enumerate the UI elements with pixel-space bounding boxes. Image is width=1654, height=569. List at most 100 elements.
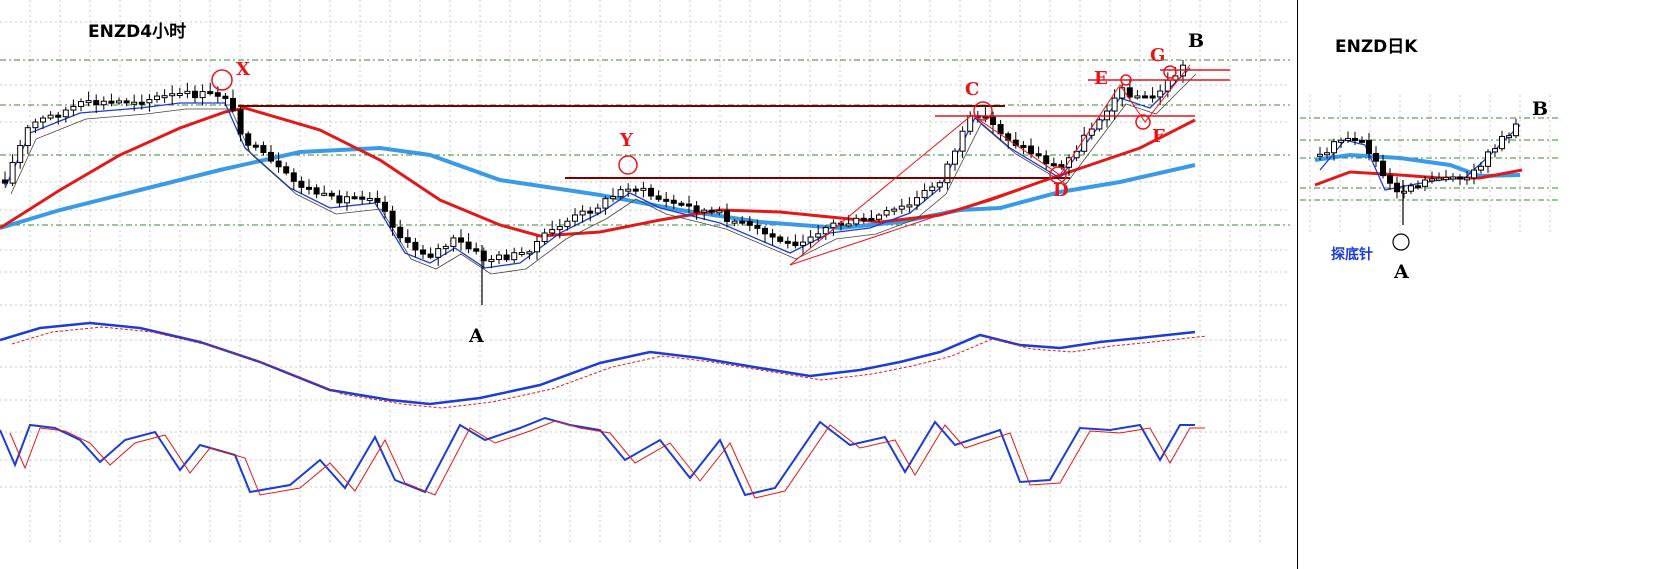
daily-candle-body [1492, 148, 1498, 153]
candle-body [131, 101, 138, 105]
candle-body [1066, 157, 1072, 168]
candle-body [1142, 95, 1148, 99]
macd-panel [0, 321, 1208, 409]
candle-body [853, 217, 860, 225]
candle-body [762, 227, 768, 235]
candle-body [564, 220, 571, 228]
pattern-pivot-circle [1120, 74, 1132, 86]
daily-candle-body [1513, 123, 1519, 137]
candle-body [268, 151, 274, 162]
candle-body [1149, 95, 1156, 99]
candle-body [290, 172, 297, 182]
candle-body [503, 254, 510, 261]
candle-body [55, 114, 62, 118]
pattern-pivot-circle [973, 101, 993, 121]
annotation-probe-bottom: 探底针 [1331, 246, 1373, 263]
ma-fast-line-2 [10, 73, 1197, 275]
candle-body [40, 117, 46, 123]
candle-body [754, 224, 761, 229]
candle-body [458, 237, 464, 243]
candle-body [518, 251, 525, 255]
candle-body [640, 187, 647, 191]
candle-body [594, 207, 601, 214]
candle-body [192, 90, 198, 99]
candle-body [1081, 134, 1088, 152]
daily-candle-body [1408, 185, 1414, 192]
label-c: C [965, 79, 979, 100]
daily-candle-body [1499, 135, 1505, 150]
candle-body [366, 197, 373, 201]
candle-body [883, 210, 890, 216]
candle-body [32, 121, 39, 129]
candle-body [921, 189, 928, 199]
candle-body [868, 217, 875, 221]
candle-body [252, 144, 259, 148]
candle-body [731, 220, 738, 224]
candle-body [100, 100, 107, 106]
chart-title-daily: ENZD日K [1335, 37, 1418, 57]
candle-body [146, 99, 153, 104]
candle-body [876, 214, 882, 220]
panel-divider [1297, 0, 1298, 569]
stochastic-panel [0, 416, 1205, 499]
candle-body [1119, 87, 1126, 99]
candle-body [534, 240, 540, 253]
candle-body [412, 241, 419, 251]
candle-body [465, 241, 472, 250]
macd-line [0, 321, 1196, 406]
pattern-pivot-circle [1163, 65, 1177, 79]
candle-body [693, 205, 700, 213]
candle-body [1050, 163, 1057, 167]
daily-candle-body [1394, 182, 1400, 193]
candle-body [1035, 153, 1042, 157]
candle-body [374, 197, 381, 203]
daily-candle-body [1429, 178, 1435, 182]
candles [2, 60, 1186, 305]
candle-body [906, 204, 913, 208]
daily-candle-body [1401, 190, 1407, 194]
label-e: E [1094, 68, 1108, 89]
harmonic-pattern [211, 64, 1230, 266]
macd-signal-line [11, 326, 1208, 409]
candle-body [138, 101, 145, 105]
pattern-pivot-circle [618, 155, 638, 175]
label-y: Y [619, 130, 634, 151]
candle-body [807, 236, 814, 243]
candle-body [845, 223, 852, 227]
daily-candle-body [1359, 139, 1365, 143]
pattern-pivot-circle [1135, 114, 1151, 130]
candle-body [283, 166, 290, 174]
label-b-4h: B [1188, 30, 1204, 52]
candle-body [579, 210, 586, 216]
candle-body [245, 133, 252, 146]
candle-body [830, 222, 837, 229]
slow-ma [0, 145, 1196, 231]
candle-body [777, 236, 784, 242]
candle-body [678, 202, 685, 206]
candle-body [420, 249, 426, 255]
candle-body [952, 150, 958, 165]
candle-body [655, 195, 662, 200]
candle-body [511, 252, 518, 261]
daily-candle-body [1471, 169, 1477, 179]
candle-body [746, 220, 753, 226]
candle-body [397, 226, 404, 239]
label-f: F [1152, 126, 1165, 147]
ma-fast-line [4, 67, 1191, 269]
daily-candle-body [1345, 137, 1351, 141]
candle-body [359, 196, 366, 200]
candle-body [321, 192, 328, 196]
candle-body [944, 163, 951, 184]
candle-body [891, 208, 898, 212]
candle-body [389, 210, 396, 228]
pattern-pivot-circle [211, 69, 233, 91]
candle-body [184, 90, 191, 95]
candle-body [222, 95, 229, 99]
candle-body [625, 188, 632, 192]
candle-body [1043, 155, 1050, 165]
grid [0, 0, 1560, 545]
candle-body [1020, 144, 1027, 148]
ma-medium-line [0, 106, 1196, 238]
candle-body [936, 182, 943, 188]
